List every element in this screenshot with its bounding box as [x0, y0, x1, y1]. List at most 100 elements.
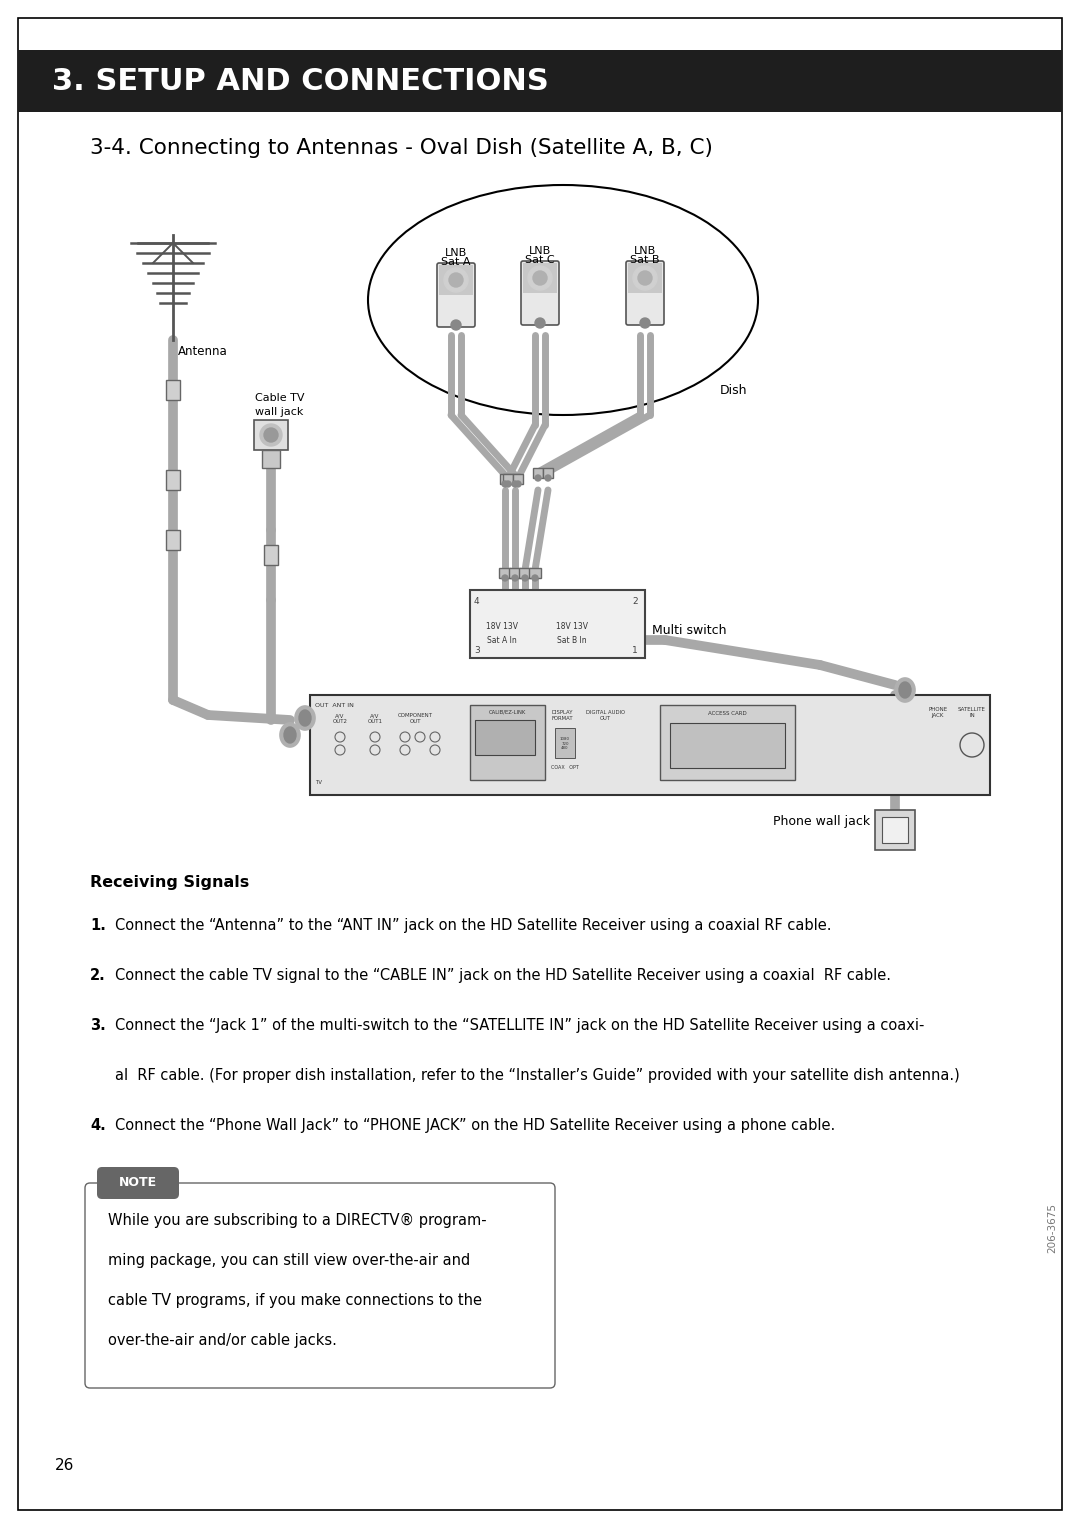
Text: 3. SETUP AND CONNECTIONS: 3. SETUP AND CONNECTIONS: [52, 67, 549, 95]
Circle shape: [528, 266, 552, 290]
Text: Connect the “Phone Wall Jack” to “PHONE JACK” on the HD Satellite Receiver using: Connect the “Phone Wall Jack” to “PHONE …: [114, 1118, 835, 1132]
Text: Connect the “Jack 1” of the multi-switch to the “SATELLITE IN” jack on the HD Sa: Connect the “Jack 1” of the multi-switch…: [114, 1018, 924, 1033]
Text: LNB: LNB: [529, 246, 551, 257]
Bar: [166, 380, 180, 400]
Bar: [470, 590, 645, 659]
Text: ming package, you can still view over-the-air and: ming package, you can still view over-th…: [108, 1253, 470, 1268]
Text: CALIB/EZ-LINK: CALIB/EZ-LINK: [488, 711, 526, 715]
Circle shape: [449, 274, 463, 287]
Bar: [262, 451, 280, 468]
Circle shape: [512, 575, 518, 581]
Ellipse shape: [299, 711, 311, 726]
Bar: [166, 530, 180, 550]
Text: DISPLAY
FORMAT: DISPLAY FORMAT: [551, 711, 572, 721]
Text: LNB: LNB: [634, 246, 657, 257]
Ellipse shape: [284, 727, 296, 743]
Text: 3: 3: [474, 646, 480, 656]
Circle shape: [502, 481, 508, 487]
Circle shape: [512, 481, 518, 487]
Bar: [523, 263, 557, 293]
Bar: [310, 695, 990, 795]
Bar: [18, 50, 1062, 112]
Bar: [543, 468, 553, 478]
Text: Sat A In: Sat A In: [487, 636, 517, 645]
Circle shape: [522, 575, 528, 581]
Text: 2: 2: [633, 597, 638, 607]
Text: 4: 4: [474, 597, 480, 607]
Ellipse shape: [295, 706, 315, 730]
Bar: [499, 568, 511, 578]
Bar: [264, 545, 278, 565]
Text: over-the-air and/or cable jacks.: over-the-air and/or cable jacks.: [108, 1332, 337, 1348]
Text: Connect the cable TV signal to the “CABLE IN” jack on the HD Satellite Receiver : Connect the cable TV signal to the “CABL…: [114, 969, 891, 983]
FancyBboxPatch shape: [437, 263, 475, 327]
Bar: [500, 474, 510, 484]
Text: TV: TV: [315, 779, 322, 785]
Bar: [534, 468, 543, 478]
Bar: [254, 420, 288, 451]
Text: 26: 26: [55, 1459, 75, 1473]
Bar: [555, 727, 575, 758]
Bar: [882, 817, 908, 843]
Text: Antenna: Antenna: [178, 345, 228, 358]
Ellipse shape: [899, 681, 912, 698]
Text: 18V 13V: 18V 13V: [556, 622, 588, 631]
Text: Cable TV: Cable TV: [255, 393, 305, 403]
Ellipse shape: [280, 723, 300, 747]
Text: Multi switch: Multi switch: [652, 623, 727, 637]
Circle shape: [502, 575, 508, 581]
Text: cable TV programs, if you make connections to the: cable TV programs, if you make connectio…: [108, 1293, 482, 1308]
FancyBboxPatch shape: [85, 1183, 555, 1387]
Bar: [875, 810, 915, 850]
FancyBboxPatch shape: [521, 261, 559, 325]
Text: A/V
OUT2: A/V OUT2: [333, 714, 348, 724]
Bar: [475, 720, 535, 755]
Text: Sat A: Sat A: [442, 257, 471, 267]
Bar: [529, 568, 541, 578]
Bar: [513, 474, 523, 484]
Bar: [470, 704, 545, 779]
Bar: [166, 471, 180, 490]
Bar: [627, 263, 662, 293]
Circle shape: [545, 475, 551, 481]
Text: 3-4. Connecting to Antennas - Oval Dish (Satellite A, B, C): 3-4. Connecting to Antennas - Oval Dish …: [90, 138, 713, 157]
Text: SATELLITE
IN: SATELLITE IN: [958, 707, 986, 718]
Text: Connect the “Antenna” to the “ANT IN” jack on the HD Satellite Receiver using a : Connect the “Antenna” to the “ANT IN” ja…: [114, 918, 832, 934]
Bar: [510, 474, 519, 484]
Circle shape: [640, 318, 650, 329]
FancyBboxPatch shape: [97, 1167, 179, 1199]
Text: NOTE: NOTE: [119, 1177, 157, 1189]
Text: Sat C: Sat C: [525, 255, 555, 264]
Text: wall jack: wall jack: [255, 406, 303, 417]
Circle shape: [505, 481, 511, 487]
Circle shape: [264, 428, 278, 442]
Text: Sat B In: Sat B In: [557, 636, 586, 645]
Text: PHONE
JACK: PHONE JACK: [929, 707, 947, 718]
Circle shape: [633, 266, 657, 290]
Text: 1080
720
480: 1080 720 480: [561, 736, 570, 750]
Text: Dish: Dish: [720, 384, 747, 396]
Text: Receiving Signals: Receiving Signals: [90, 876, 249, 889]
Bar: [660, 704, 795, 779]
Text: DIGITAL AUDIO
OUT: DIGITAL AUDIO OUT: [585, 711, 624, 721]
Text: Sat B: Sat B: [631, 255, 660, 264]
Text: COMPONENT
OUT: COMPONENT OUT: [397, 714, 432, 724]
Bar: [670, 723, 785, 769]
Bar: [519, 568, 531, 578]
Text: ACCESS CARD: ACCESS CARD: [707, 711, 746, 717]
Text: 1: 1: [632, 646, 638, 656]
Circle shape: [444, 267, 468, 292]
FancyBboxPatch shape: [626, 261, 664, 325]
Text: 1.: 1.: [90, 918, 106, 934]
Bar: [438, 264, 473, 295]
Circle shape: [638, 270, 652, 286]
Text: While you are subscribing to a DIRECTV® program-: While you are subscribing to a DIRECTV® …: [108, 1213, 487, 1229]
Text: LNB: LNB: [445, 248, 468, 258]
Circle shape: [451, 319, 461, 330]
Circle shape: [515, 481, 521, 487]
Text: Phone wall jack: Phone wall jack: [773, 816, 870, 828]
Circle shape: [260, 423, 282, 446]
Text: OUT  ANT IN: OUT ANT IN: [315, 703, 354, 707]
Bar: [509, 568, 521, 578]
Text: 206-3675: 206-3675: [1047, 1203, 1057, 1253]
